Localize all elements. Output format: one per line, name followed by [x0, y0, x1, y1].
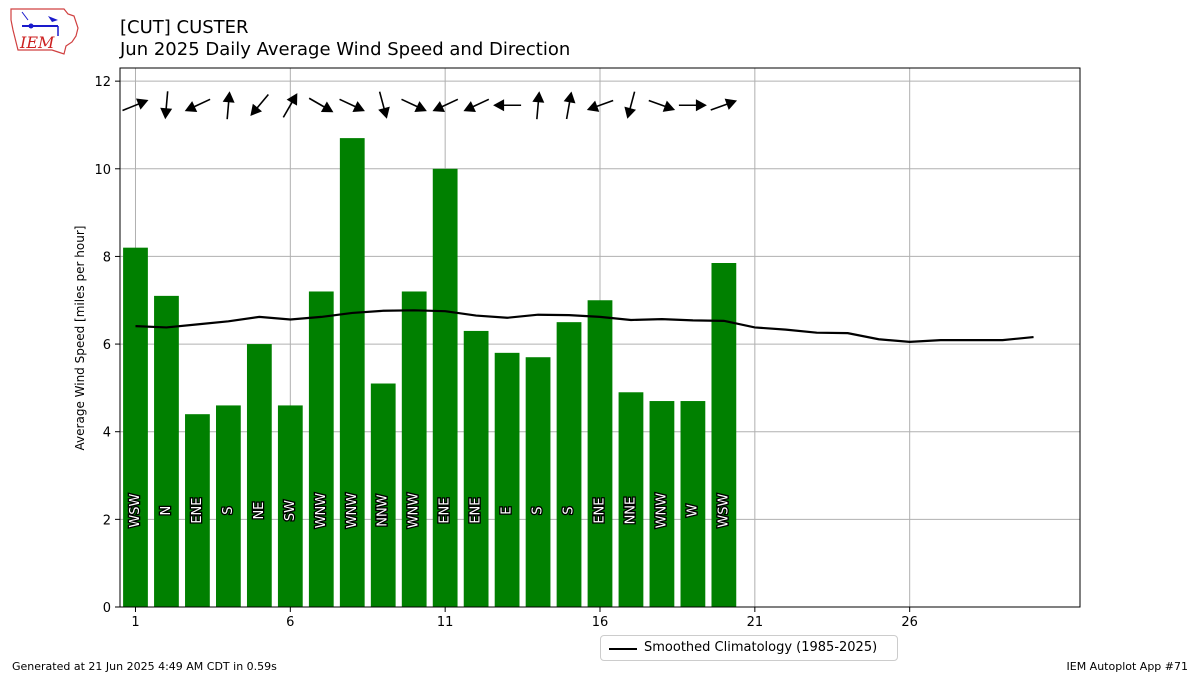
direction-arrows [122, 91, 738, 120]
speed-bar [216, 405, 241, 607]
logo-text: IEM [19, 33, 55, 52]
legend-swatch-climatology [609, 648, 637, 650]
direction-label: WNW [345, 493, 360, 529]
direction-arrow [678, 99, 707, 112]
speed-bar [185, 414, 210, 607]
speed-bar [246, 344, 272, 607]
speed-bars [123, 138, 737, 607]
speed-bar [649, 401, 675, 607]
direction-arrow [432, 98, 459, 112]
y-axis-label: Average Wind Speed [miles per hour] [73, 226, 87, 451]
climatology-line [135, 309, 1034, 343]
direction-arrow [160, 91, 173, 120]
x-tick-label: 1 [131, 615, 139, 630]
direction-arrow [463, 98, 490, 112]
direction-label: N [159, 506, 174, 516]
speed-bar [277, 405, 303, 607]
speed-bar [680, 401, 706, 607]
direction-arrow [563, 91, 576, 120]
x-tick-label: 6 [286, 615, 294, 630]
x-tick-label: 11 [437, 615, 454, 630]
direction-label: WNW [654, 493, 669, 529]
x-tick-label: 26 [901, 615, 918, 630]
climatology-series [135, 309, 1034, 343]
direction-arrow [222, 91, 235, 120]
direction-label: WSW [128, 493, 143, 527]
direction-label: ENE [593, 498, 608, 524]
direction-label: ENE [469, 498, 484, 524]
speed-bar [587, 300, 613, 607]
direction-arrow [648, 99, 676, 112]
direction-label: NE [252, 502, 267, 520]
direction-label: WNW [314, 493, 329, 529]
speed-bar [370, 383, 396, 607]
speed-bar [123, 247, 148, 607]
y-tick-label: 6 [103, 338, 111, 353]
direction-arrow [282, 93, 298, 118]
direction-arrow [710, 98, 738, 111]
direction-arrow [586, 99, 614, 112]
direction-label: W [685, 504, 700, 517]
y-tick-label: 0 [103, 601, 111, 616]
speed-bar [711, 263, 737, 607]
y-tick-label: 4 [103, 426, 111, 441]
app-credit: IEM Autoplot App #71 [1066, 660, 1189, 673]
x-tick-label: 21 [747, 615, 764, 630]
y-tick-label: 8 [103, 250, 111, 265]
speed-bar [463, 330, 489, 607]
direction-label: S [562, 506, 577, 514]
direction-label: WSW [716, 493, 731, 527]
direction-label: NNE [623, 497, 638, 525]
direction-labels: WSW N ENE S NE SW WNW WNW NNW WNW ENE ENE E S S ENE NNE W… [127, 491, 733, 529]
speed-bar [556, 322, 582, 607]
direction-arrow [184, 98, 211, 112]
direction-arrow [493, 99, 522, 112]
direction-arrow [339, 98, 365, 112]
iem-logo: IEM [8, 6, 80, 58]
direction-arrow [378, 91, 390, 119]
direction-arrow [308, 97, 334, 113]
y-tick-label: 10 [94, 163, 111, 178]
x-tick-label: 16 [592, 615, 609, 630]
direction-arrow [250, 94, 269, 116]
direction-arrow [122, 98, 149, 112]
chart-title-station: [CUT] CUSTER [120, 17, 249, 38]
direction-label: ENE [190, 498, 205, 524]
speed-bar [308, 291, 334, 607]
generated-timestamp: Generated at 21 Jun 2025 4:49 AM CDT in … [12, 660, 277, 673]
speed-bar [401, 291, 427, 607]
direction-label: S [531, 506, 546, 514]
direction-label: E [500, 506, 515, 514]
speed-bar [339, 138, 365, 607]
direction-label: NNW [376, 494, 391, 526]
direction-label: ENE [438, 498, 453, 524]
direction-arrow [532, 91, 545, 120]
direction-arrow [401, 98, 427, 112]
legend-label-climatology: Smoothed Climatology (1985-2025) [644, 640, 878, 655]
direction-label: S [221, 506, 236, 514]
direction-arrow [624, 91, 636, 119]
chart-title-description: Jun 2025 Daily Average Wind Speed and Di… [120, 39, 571, 60]
y-tick-label: 2 [103, 513, 111, 528]
speed-bar [432, 168, 458, 607]
speed-bar [525, 357, 551, 607]
speed-bar [154, 295, 179, 607]
direction-label: SW [283, 500, 298, 521]
speed-bar [618, 392, 644, 607]
direction-label: WNW [407, 493, 422, 529]
y-tick-label: 12 [94, 75, 111, 90]
speed-bar [494, 352, 520, 607]
chart-legend: Smoothed Climatology (1985-2025) [600, 635, 898, 661]
